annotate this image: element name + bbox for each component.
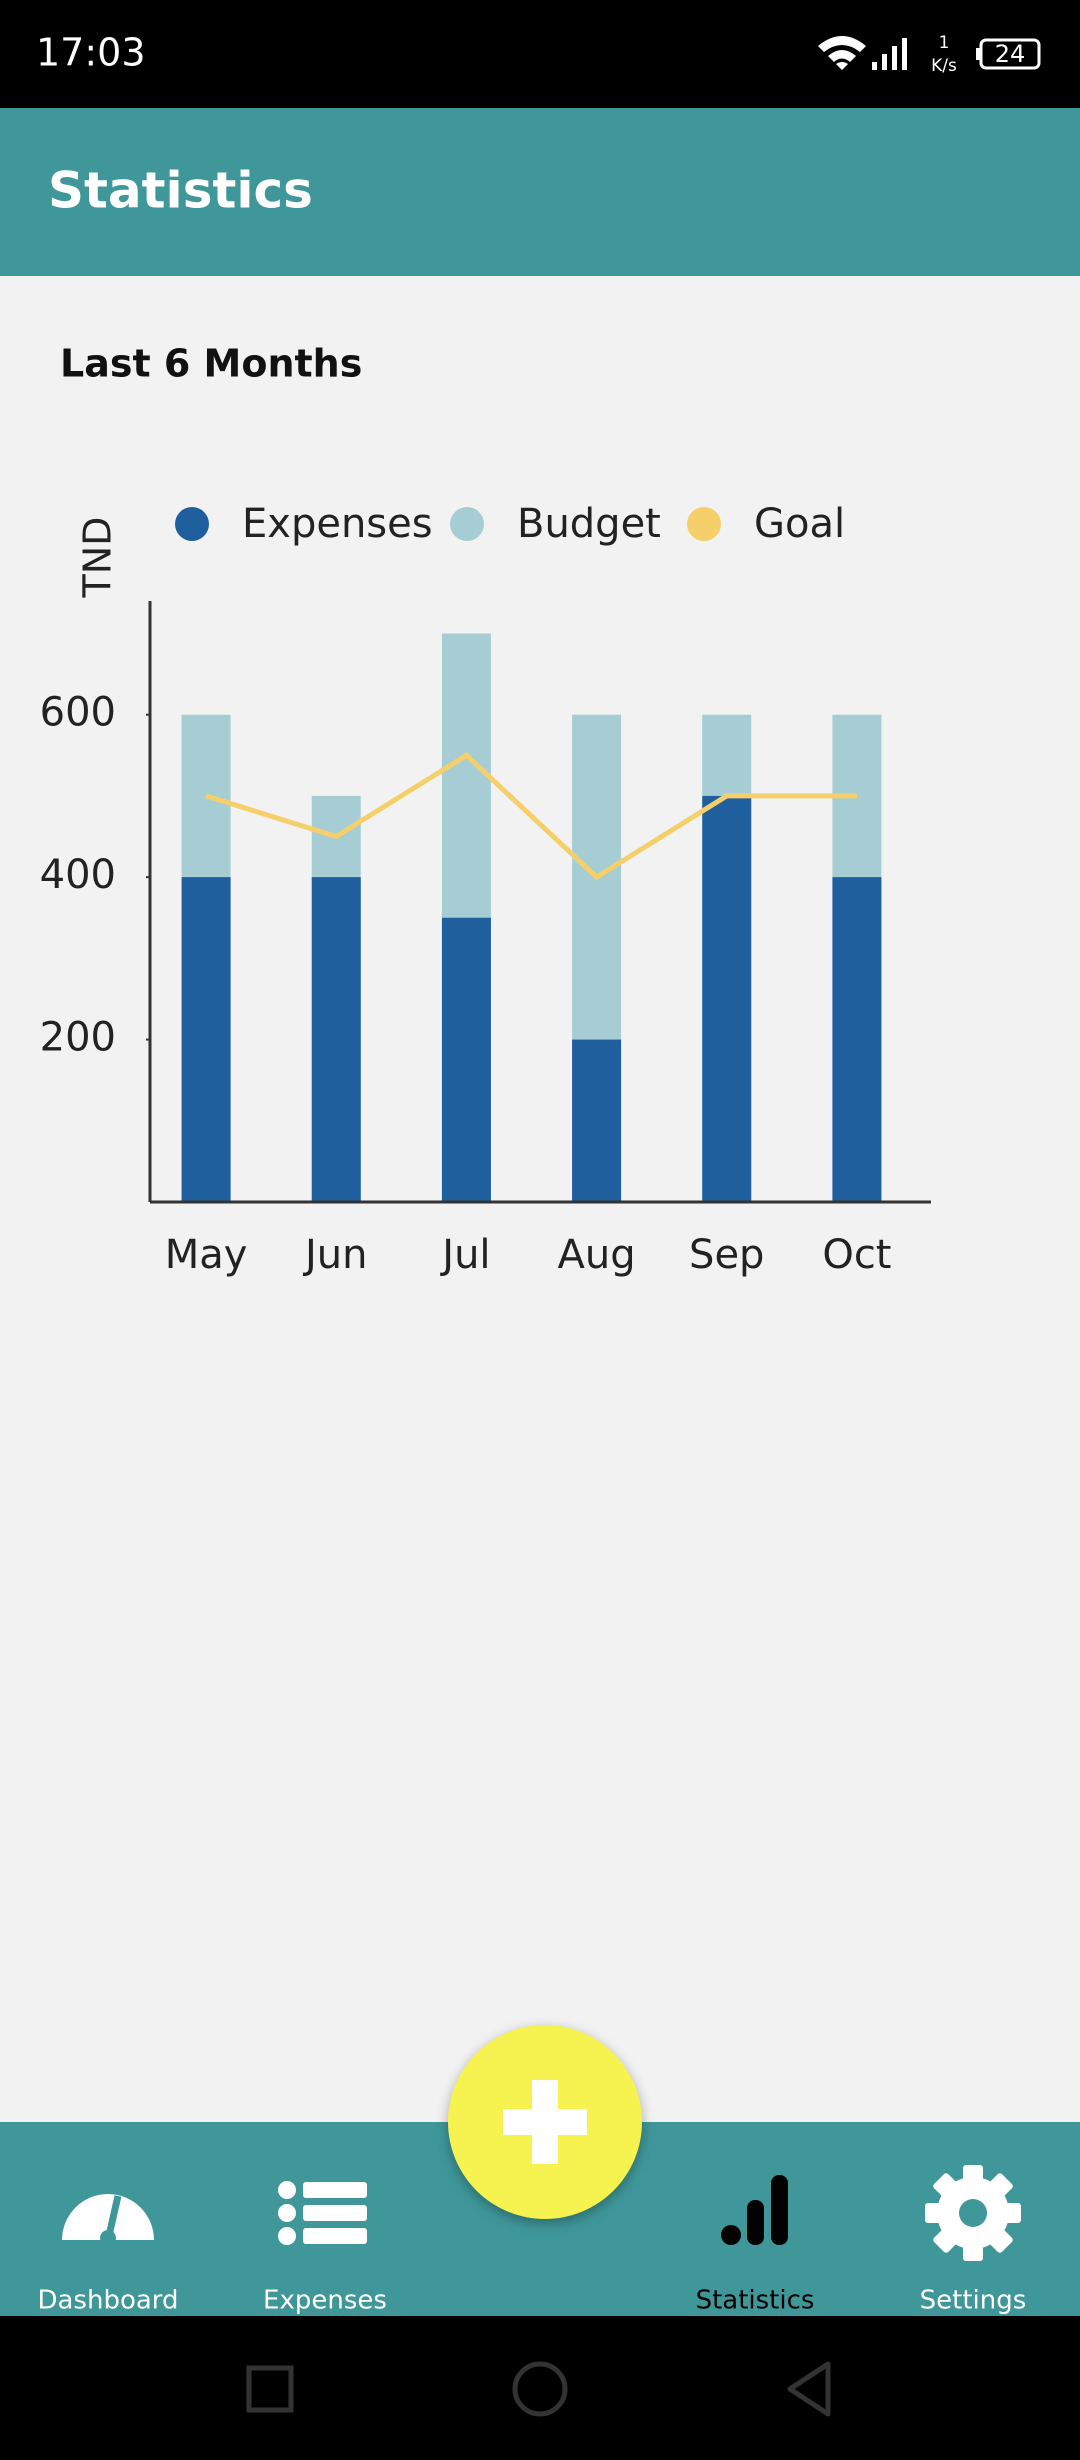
icon-part bbox=[303, 2228, 367, 2244]
chart: Expenses Budget Goal TND 200 400 600 May Jun Jul A… bbox=[40, 501, 931, 1278]
y-tick-label: 400 bbox=[40, 852, 116, 898]
legend-label: Expenses bbox=[242, 501, 433, 547]
nav-icon bbox=[721, 2175, 788, 2245]
recents-button[interactable] bbox=[246, 2365, 294, 2413]
icon-part bbox=[721, 2225, 741, 2245]
status-icons bbox=[818, 36, 1041, 70]
net-speed: 1 bbox=[939, 33, 950, 53]
icon-part bbox=[278, 2204, 296, 2222]
x-tick-label: May bbox=[165, 1232, 248, 1278]
bar bbox=[441, 917, 491, 1202]
app-bar bbox=[0, 108, 1080, 276]
x-tick-label: Jun bbox=[302, 1232, 368, 1278]
y-tick-label: 600 bbox=[40, 690, 116, 736]
bar bbox=[832, 877, 882, 1202]
system-nav bbox=[0, 2316, 1080, 2460]
back-button[interactable] bbox=[787, 2361, 831, 2417]
icon-part bbox=[959, 2199, 987, 2227]
x-tick-label: Aug bbox=[558, 1232, 636, 1278]
icon-part bbox=[771, 2175, 788, 2245]
nav-icon bbox=[278, 2181, 367, 2245]
nav-item[interactable]: Dashboard bbox=[37, 2194, 179, 2316]
y-tick-label: 200 bbox=[40, 1015, 116, 1061]
nav-icon bbox=[62, 2194, 154, 2246]
nav-icon bbox=[925, 2165, 1021, 2261]
status-bar bbox=[0, 0, 1080, 108]
nav-label: Statistics bbox=[696, 2286, 815, 2316]
bar bbox=[702, 795, 752, 1202]
nav-item[interactable]: Settings bbox=[920, 2165, 1027, 2316]
x-tick-label: Sep bbox=[689, 1232, 764, 1278]
add-icon bbox=[503, 2080, 587, 2164]
legend-marker bbox=[687, 507, 721, 541]
section-title: Last 6 Months bbox=[60, 342, 362, 386]
icon-part bbox=[100, 2230, 116, 2246]
nav-label: Dashboard bbox=[37, 2286, 178, 2316]
time: 17:03 bbox=[36, 31, 146, 75]
nav-items: Dashboard Expenses Statistics Settings bbox=[37, 2165, 1026, 2316]
icon-part bbox=[303, 2205, 367, 2221]
legend-marker bbox=[175, 507, 209, 541]
nav-label: Expenses bbox=[263, 2286, 387, 2316]
x-tick-label: Oct bbox=[822, 1232, 891, 1278]
app-title: Statistics bbox=[48, 162, 313, 220]
bar bbox=[311, 877, 361, 1202]
icon-part bbox=[278, 2227, 296, 2245]
legend-label: Budget bbox=[517, 501, 661, 547]
icon-part bbox=[303, 2182, 367, 2198]
home-button[interactable] bbox=[512, 2361, 568, 2417]
battery: 24 bbox=[995, 40, 1026, 68]
legend-marker bbox=[450, 507, 484, 541]
icon-part bbox=[278, 2181, 296, 2199]
icon-part bbox=[62, 2194, 154, 2240]
goal-line bbox=[205, 752, 857, 881]
x-tick-label: Jul bbox=[439, 1232, 490, 1278]
nav-item[interactable]: Expenses bbox=[263, 2181, 387, 2316]
bar bbox=[572, 1039, 622, 1202]
nav-label: Settings bbox=[920, 2286, 1027, 2316]
y-axis-label: TND bbox=[76, 517, 120, 599]
nav-item[interactable]: Statistics bbox=[696, 2175, 815, 2316]
bar bbox=[181, 877, 231, 1202]
icon-part bbox=[747, 2200, 764, 2245]
net-unit: K/s bbox=[931, 56, 957, 76]
legend-label: Goal bbox=[754, 501, 845, 547]
